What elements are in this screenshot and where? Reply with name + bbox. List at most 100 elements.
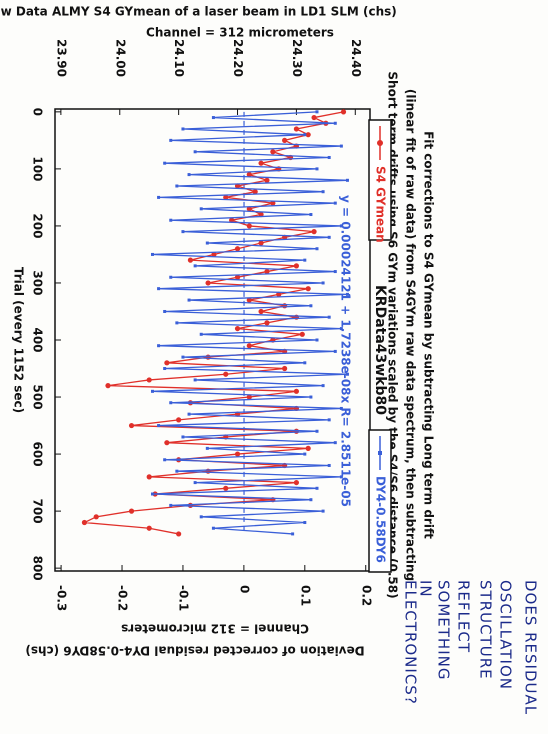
point [234,325,241,332]
point [333,441,337,445]
x-tick-label: 800 [31,556,45,581]
note-line: (linear fit of raw data) from S4GYm raw … [404,89,418,581]
point [169,138,173,142]
point [345,292,349,296]
y2-tick-label: -0.1 [176,585,190,611]
point [150,389,154,393]
point [150,252,154,256]
point [205,280,211,286]
point [81,519,88,526]
point [303,258,307,262]
point [163,458,167,462]
point [264,320,270,326]
point [169,503,173,507]
point [327,235,331,239]
point [146,525,152,531]
point [309,498,313,502]
point [211,116,215,120]
point [175,469,179,473]
point [321,384,325,388]
point [321,190,325,194]
point [276,291,282,297]
point [187,298,191,302]
y2-tick-label: -0.3 [55,585,69,611]
point [345,372,349,376]
point [175,184,179,188]
y-tick-label: 24.20 [231,39,245,77]
point [169,218,173,222]
point [146,474,152,480]
y-tick-label: 23.90 [54,39,68,77]
point [157,424,161,428]
point [303,452,307,456]
point [164,440,170,446]
point [303,133,307,137]
x-tick-label: 600 [31,442,45,467]
y-axis-subtitle: Channel = 312 micrometers [146,26,334,40]
point [246,343,252,349]
point [321,509,325,513]
point [246,297,252,303]
chart-title: KRData43wkb80 [372,285,388,415]
point [282,365,288,372]
point [293,263,300,269]
point [193,150,197,154]
x-tick-label: 400 [31,327,45,352]
point [187,502,194,509]
point [339,224,343,228]
point [333,270,337,274]
point [333,201,337,205]
point [146,377,152,383]
rotated-chart: Raw Data ALMY S4 GYmean of a laser beam … [0,5,540,716]
fit-equation: y = 0.00024121 + 1.7238e-08x R= 2.8511e-… [339,195,353,507]
point [293,388,300,394]
y-tick-label: 24.00 [113,39,127,77]
point [199,207,203,211]
y2-tick-label: 0 [237,585,251,593]
x-tick-label: 0 [31,108,45,116]
point [282,137,288,143]
point [309,395,313,399]
y-axis-title: Raw Data ALMY S4 GYmean of a laser beam … [0,5,397,19]
point [327,315,331,319]
point [181,435,185,439]
x-tick-label: 700 [31,499,45,524]
point [293,428,300,434]
point [252,189,258,195]
point [264,268,270,275]
point [193,378,197,382]
point [187,173,191,177]
point [150,492,154,496]
point [229,217,235,223]
point [327,463,331,467]
legend-label: DY4-0.58DY6 [374,476,388,563]
legend-box [368,429,392,573]
handwritten-note: SOMETHING [435,580,453,680]
point [163,161,167,165]
handwritten-note: OSCILLATION [497,580,515,690]
point [157,344,161,348]
point [163,309,167,313]
point [340,109,347,115]
y2-axis-title: Deviation of corrected residual DY4-0.58… [25,644,364,658]
point [234,183,241,189]
point [339,327,343,331]
point [270,149,276,155]
handwritten-note: STRUCTURE [477,580,495,680]
point [315,247,319,251]
point [175,321,179,325]
point [305,445,311,451]
x-axis-title: Trial (every 1152 sec) [12,267,26,413]
point [223,194,229,201]
point [258,308,264,315]
point [199,332,203,336]
point [181,127,185,131]
y2-axis-subtitle: Channel = 312 micrometers [121,622,309,636]
point [333,121,337,125]
x-tick-label: 500 [31,385,45,410]
point [258,160,264,166]
point [223,485,229,491]
point [309,213,313,217]
